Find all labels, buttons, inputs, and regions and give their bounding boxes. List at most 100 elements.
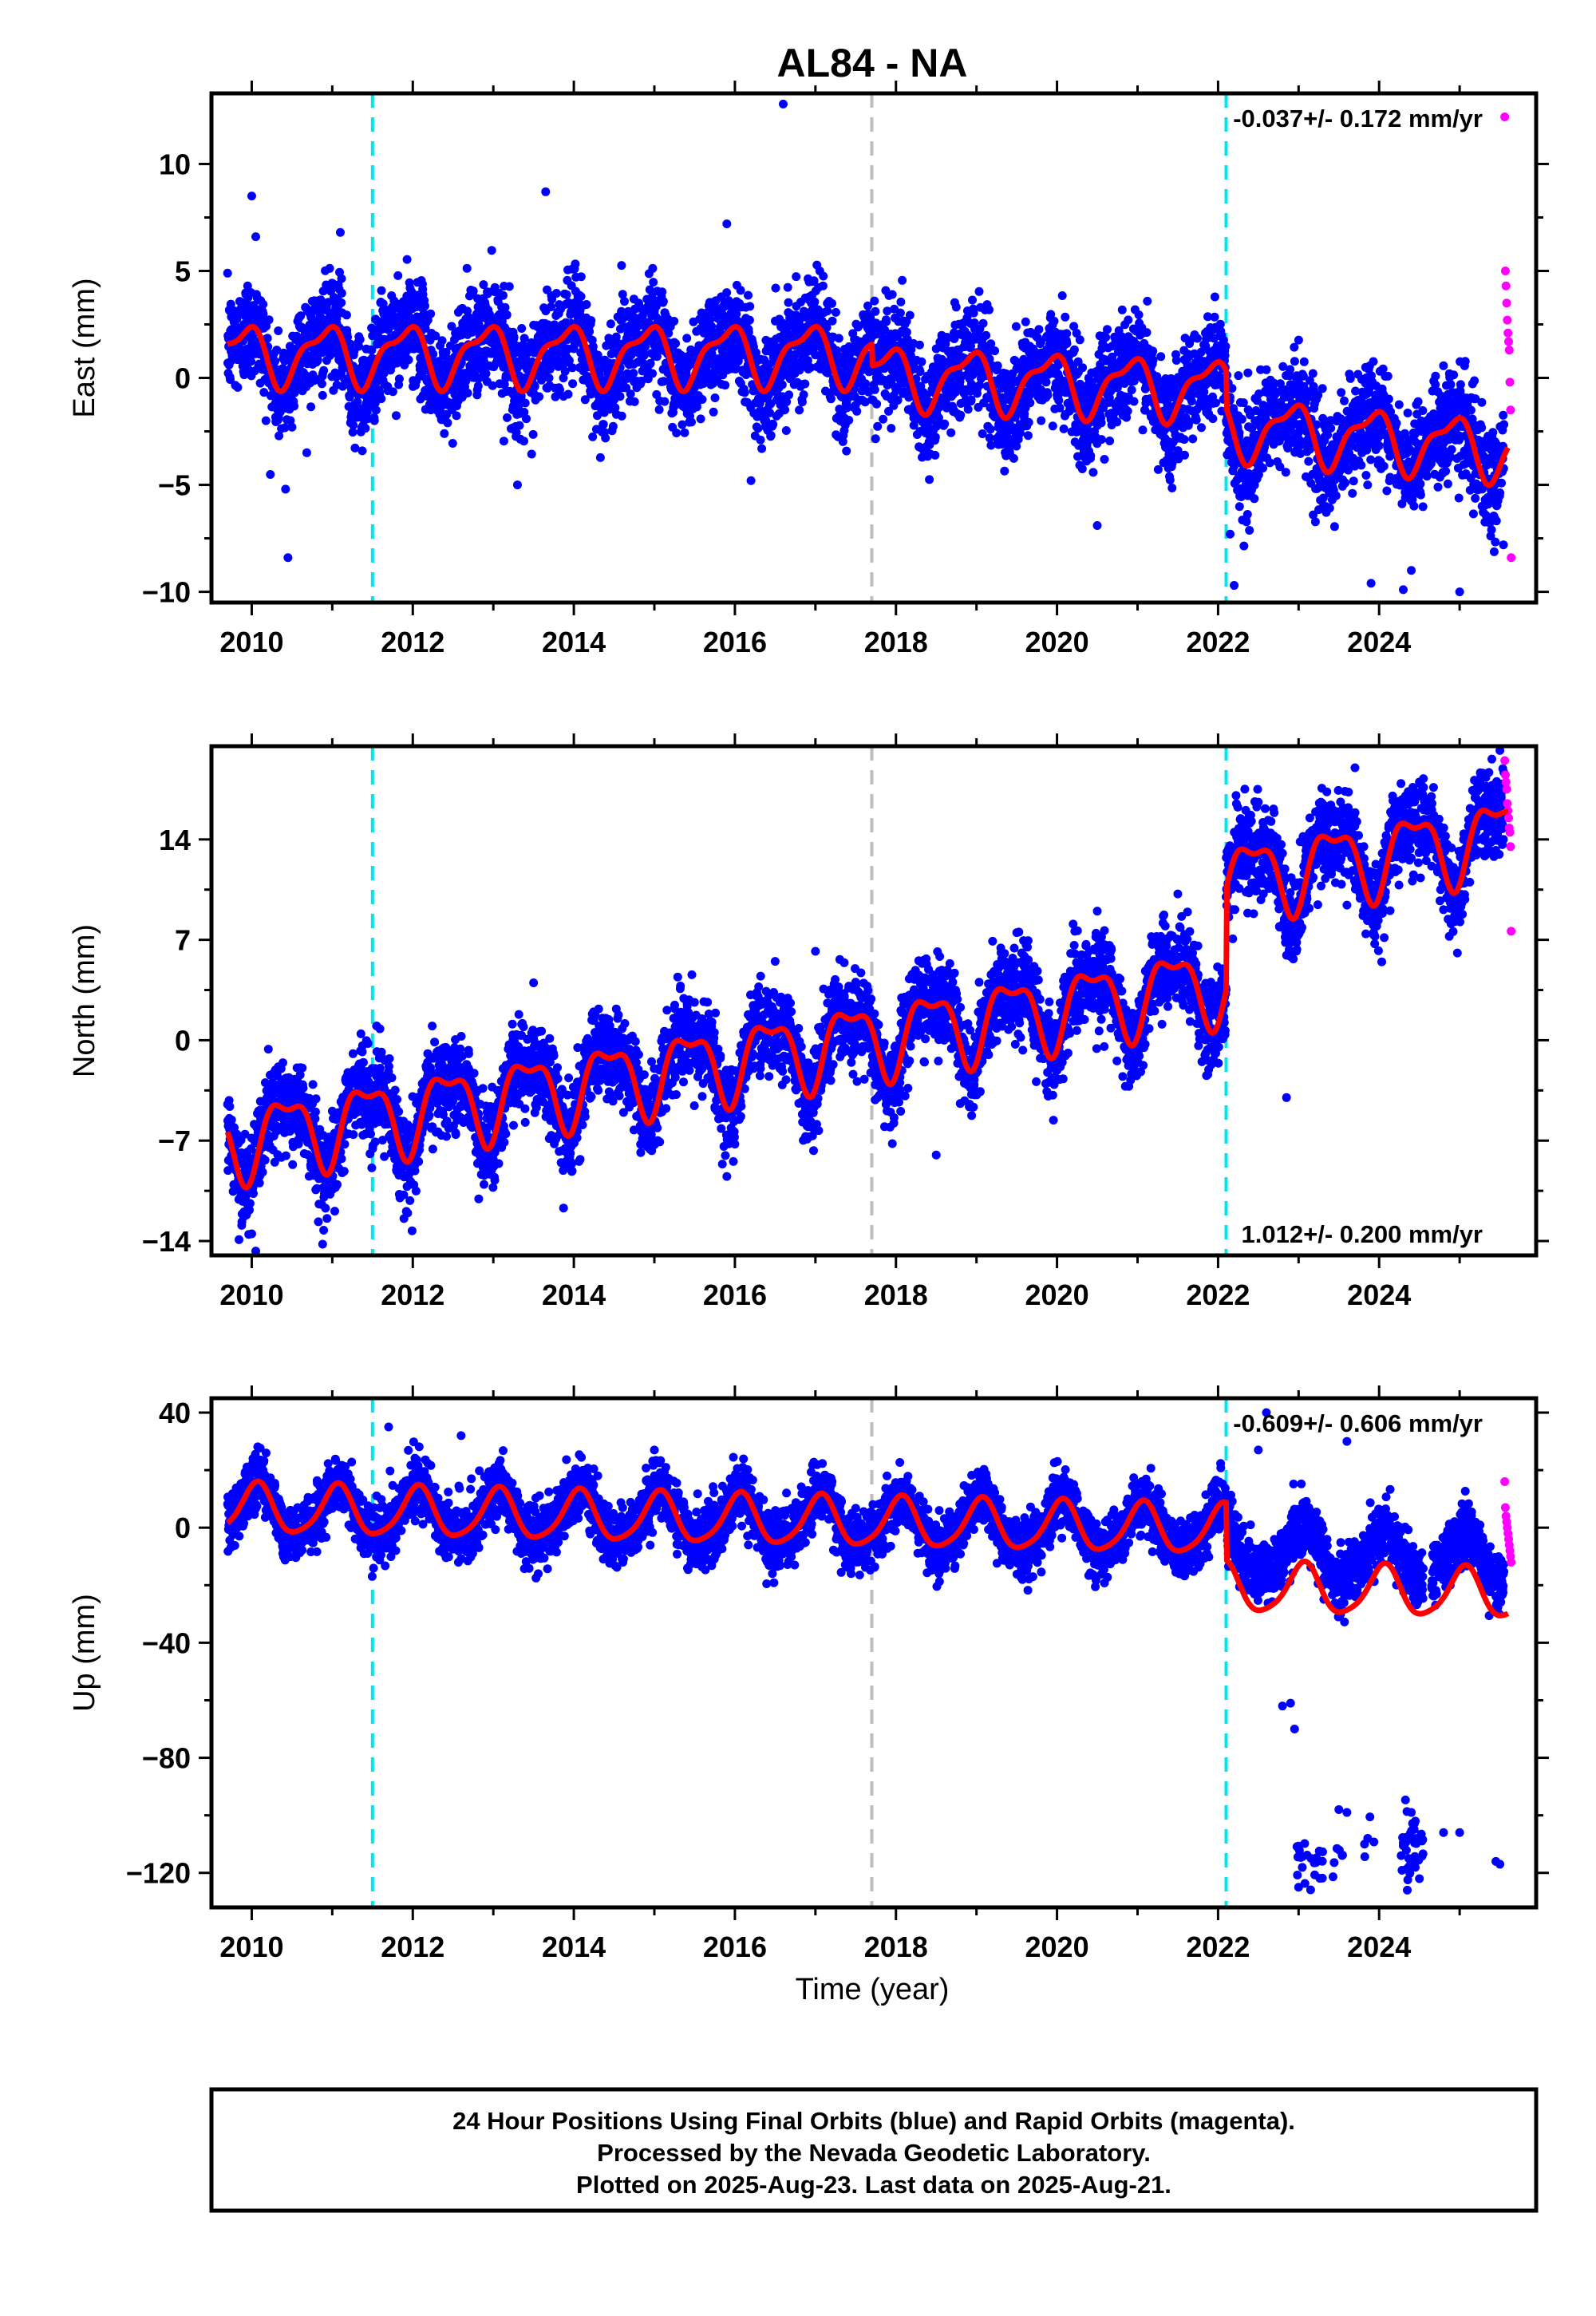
data-point [515, 421, 524, 430]
data-point [806, 363, 816, 372]
data-point [722, 288, 732, 298]
data-point [1165, 476, 1175, 484]
data-point [1304, 456, 1314, 466]
data-point [1024, 417, 1033, 427]
data-point [915, 367, 925, 376]
data-point [1138, 425, 1148, 435]
data-point [968, 295, 977, 305]
data-point [272, 346, 282, 355]
data-point [1034, 325, 1044, 334]
data-point [388, 387, 397, 397]
data-point [1025, 398, 1035, 408]
data-point [1057, 291, 1067, 300]
data-point [622, 383, 631, 393]
data-point [340, 374, 350, 384]
data-point [860, 397, 870, 407]
data-point [610, 403, 620, 413]
data-point [588, 432, 598, 441]
data-point [462, 263, 472, 273]
data-point [223, 268, 232, 278]
data-point [766, 431, 776, 440]
data-point [1134, 310, 1144, 319]
data-point [580, 395, 590, 405]
data-point [1148, 346, 1158, 356]
data-point [1281, 468, 1290, 477]
data-point [440, 429, 449, 438]
data-point [393, 271, 403, 280]
data-point [348, 428, 358, 437]
data-point [799, 390, 808, 400]
data-point [761, 416, 771, 425]
data-point [963, 405, 973, 414]
data-point [504, 282, 514, 291]
data-point [803, 356, 812, 366]
page-title: AL84 - NA [777, 41, 968, 85]
data-point [680, 428, 689, 437]
data-point [302, 448, 311, 457]
data-point [831, 307, 840, 317]
data-point [966, 395, 976, 405]
data-point [601, 433, 610, 443]
data-point [1234, 371, 1243, 381]
data-point [1011, 322, 1021, 331]
data-point [834, 334, 843, 343]
data-point [587, 316, 596, 326]
data-point [1308, 369, 1317, 378]
data-point [1088, 468, 1098, 477]
data-point [852, 406, 862, 416]
data-point [585, 326, 595, 336]
data-point [783, 283, 792, 292]
data-point [1100, 455, 1109, 464]
data-point [887, 424, 896, 433]
data-point [882, 317, 891, 326]
data-point [443, 418, 452, 428]
data-point [367, 346, 377, 355]
data-point [361, 424, 370, 433]
data-point [346, 339, 355, 349]
data-point [671, 338, 681, 348]
data-point [517, 324, 527, 333]
data-point [1243, 368, 1253, 377]
data-point [1054, 396, 1064, 405]
data-point [271, 357, 280, 366]
data-point [646, 358, 655, 368]
data-point [654, 405, 664, 414]
data-point [626, 350, 636, 360]
data-point [560, 366, 570, 376]
data-point [1250, 494, 1259, 504]
data-point [503, 413, 512, 422]
data-point [617, 261, 626, 271]
data-point [509, 332, 519, 342]
data-point [710, 393, 720, 402]
data-point [1262, 365, 1271, 374]
data-point [582, 300, 591, 309]
data-point [481, 369, 491, 378]
data-point [354, 342, 364, 351]
data-point [696, 414, 705, 424]
data-point [871, 434, 880, 444]
data-point [595, 453, 605, 462]
data-point [873, 421, 883, 431]
data-point [1294, 335, 1303, 345]
data-point [682, 334, 692, 343]
data-point [1049, 316, 1059, 326]
data-point [392, 411, 401, 421]
data-point [502, 310, 512, 319]
data-point [884, 406, 893, 416]
data-point [547, 302, 555, 311]
data-point [902, 327, 911, 337]
data-point [810, 297, 820, 306]
data-point [463, 389, 472, 397]
data-point [337, 274, 346, 283]
data-point [1000, 466, 1009, 476]
data-point [781, 426, 791, 435]
data-point [1245, 526, 1254, 535]
data-point [756, 435, 765, 445]
data-point [969, 308, 978, 318]
data-point [1048, 421, 1057, 431]
data-point [1061, 312, 1070, 322]
data-point [664, 329, 674, 338]
data-point [973, 389, 982, 398]
data-point [765, 408, 775, 417]
data-point [342, 310, 351, 320]
